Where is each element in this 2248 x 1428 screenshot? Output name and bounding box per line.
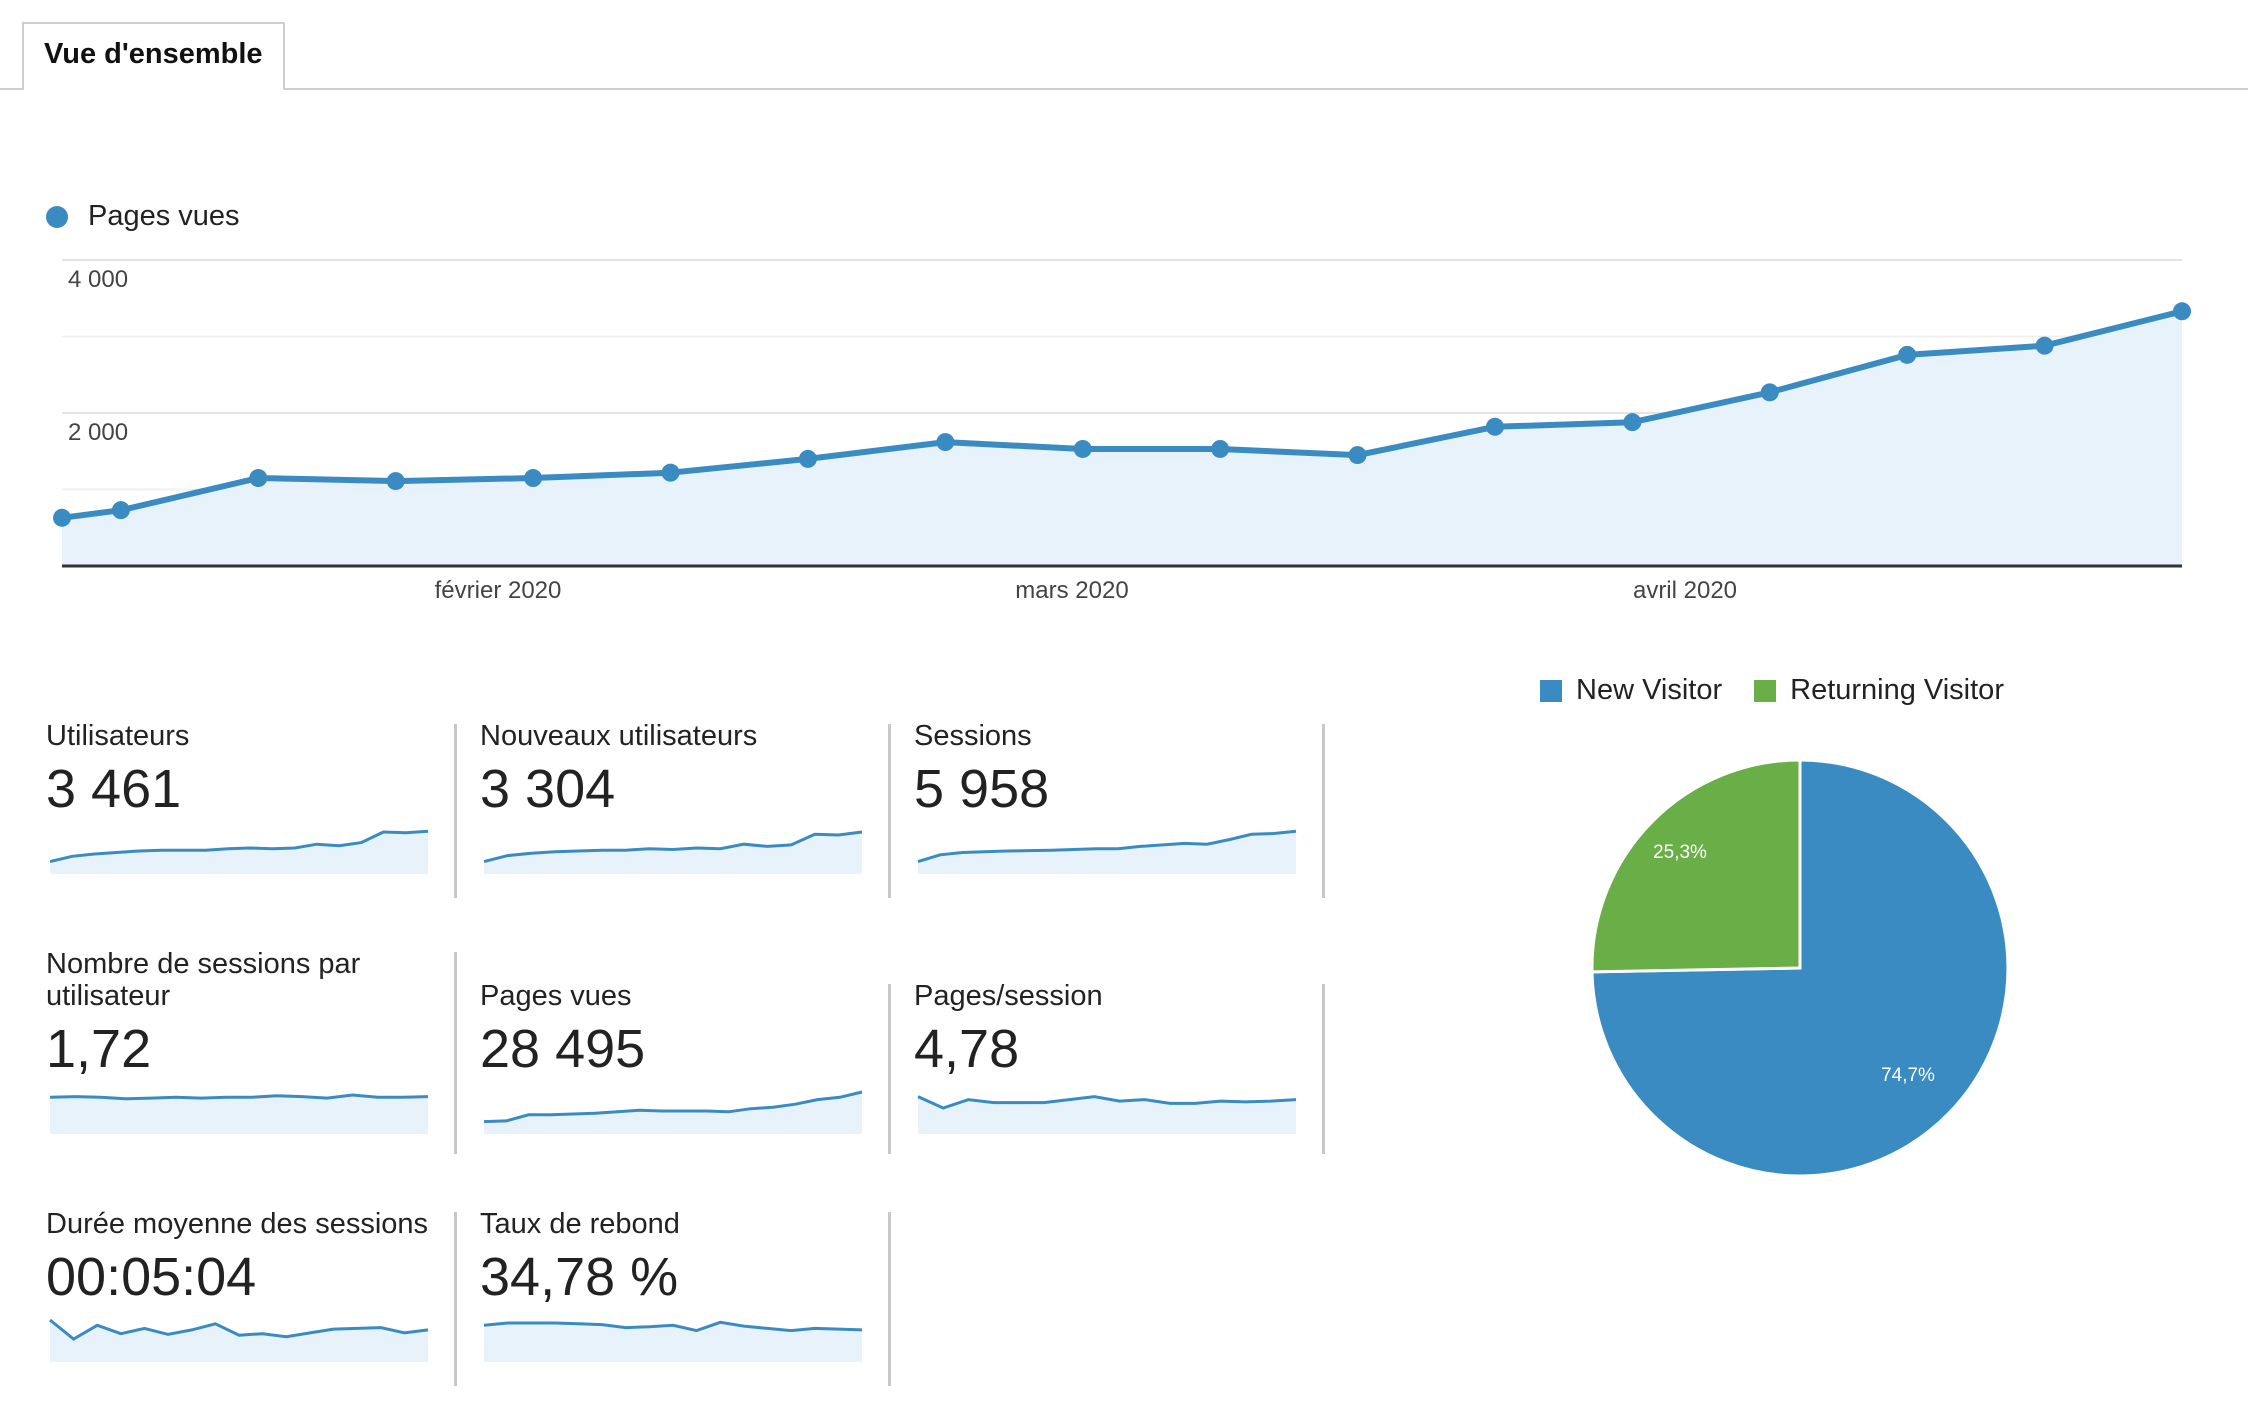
visitor-type-pie-chart: 74,7% 25,3% [1590, 758, 2010, 1178]
metric-value: 3 304 [480, 759, 616, 819]
metric-label: Pages/session [914, 980, 1103, 1012]
pageviews-area-chart: 4 000 2 000 février 2020 mars 2020 avril… [53, 259, 2191, 604]
metric-pages-session[interactable]: Pages/session 4,78 [914, 980, 1304, 1134]
metric-value: 5 958 [914, 759, 1050, 819]
metric-label: Pages vues [480, 980, 632, 1012]
pie-slice-returning-visitor[interactable] [1590, 758, 1802, 974]
sparkline-area [50, 1095, 428, 1134]
legend-item-new-visitor[interactable]: New Visitor [1540, 674, 1722, 707]
data-point-2020-01-05[interactable] [111, 501, 130, 520]
pie-slice-new-visitor[interactable] [1590, 758, 2010, 1178]
legend-item-returning-visitor[interactable]: Returning Visitor [1754, 674, 2004, 707]
data-point-2020-04-12[interactable] [2035, 336, 2054, 355]
data-point-2020-01-02[interactable] [53, 508, 71, 527]
sparkline [483, 830, 863, 874]
sparkline [483, 1320, 863, 1362]
sparkline-line [483, 830, 863, 864]
tab-overview[interactable]: Vue d'ensemble [22, 22, 285, 94]
metric-sessions-par-utilisateur[interactable]: Nombre de sessions par utilisateur 1,72 [46, 948, 436, 1134]
metric-label: Sessions [914, 720, 1032, 752]
sparkline-line [483, 1320, 863, 1333]
metric-value: 34,78 % [480, 1247, 679, 1307]
metric-duree-moyenne-sessions[interactable]: Durée moyenne des sessions 00:05:04 [46, 1208, 436, 1362]
divider [454, 1212, 457, 1386]
metric-pages-vues[interactable]: Pages vues 28 495 [480, 980, 870, 1134]
sparkline-area [50, 831, 428, 874]
data-point-2020-03-22[interactable] [1623, 413, 1642, 432]
x-tick-mars: mars 2020 [1015, 577, 1128, 604]
x-tick-avril: avril 2020 [1633, 577, 1737, 604]
divider [888, 724, 891, 898]
sparkline [49, 829, 429, 874]
metric-value: 4,78 [914, 1019, 1020, 1079]
divider [454, 952, 457, 1154]
data-point-2020-04-19[interactable] [2173, 302, 2191, 321]
legend-label: Returning Visitor [1790, 674, 2004, 706]
pie-label-new-visitor: 74,7% [1881, 1065, 1935, 1086]
divider [454, 724, 457, 898]
metric-value: 3 461 [46, 759, 182, 819]
sparkline-line [49, 829, 429, 864]
sparkline [49, 1318, 429, 1362]
data-point-2020-03-15[interactable] [1485, 417, 1504, 436]
legend-label-pages-vues: Pages vues [88, 200, 240, 232]
sparkline-line [483, 1090, 863, 1124]
metric-sessions[interactable]: Sessions 5 958 [914, 720, 1304, 874]
y-tick-4000: 4 000 [68, 266, 128, 293]
sparkline-area [50, 1320, 428, 1362]
divider [888, 1212, 891, 1386]
metric-label: Nouveaux utilisateurs [480, 720, 758, 752]
sparkline [917, 829, 1297, 874]
metric-value: 28 495 [480, 1019, 646, 1079]
metric-label: Durée moyenne des sessions [46, 1208, 429, 1240]
legend-dot-icon [46, 205, 68, 228]
sparkline-area [484, 832, 862, 874]
metric-label: Taux de rebond [480, 1208, 680, 1240]
data-point-2020-03-29[interactable] [1760, 383, 1779, 402]
data-point-2020-01-19[interactable] [386, 472, 405, 491]
sparkline-area [918, 1096, 1296, 1134]
sparkline [49, 1093, 429, 1134]
sparkline [917, 1095, 1297, 1134]
x-tick-fevrier: février 2020 [435, 577, 562, 604]
metric-nouveaux-utilisateurs[interactable]: Nouveaux utilisateurs 3 304 [480, 720, 870, 874]
data-point-2020-02-16[interactable] [936, 433, 955, 452]
divider [1322, 724, 1325, 898]
data-point-2020-04-05[interactable] [1898, 345, 1917, 364]
sparkline-line [49, 1318, 429, 1341]
metric-label: Utilisateurs [46, 720, 190, 752]
data-point-2020-01-26[interactable] [524, 469, 543, 488]
area-fill [62, 311, 2182, 566]
divider [1322, 984, 1325, 1154]
legend-label: New Visitor [1576, 674, 1723, 706]
data-point-2020-03-08[interactable] [1348, 446, 1367, 465]
tab-bar: Vue d'ensemble [0, 0, 2248, 94]
metric-label: Nombre de sessions par utilisateur [46, 948, 361, 1012]
legend-swatch-icon [1754, 679, 1777, 702]
pie-legend: New Visitor Returning Visitor [1540, 674, 2036, 707]
data-point-2020-02-09[interactable] [798, 449, 817, 468]
sparkline-area [484, 1322, 862, 1362]
divider [888, 984, 891, 1154]
sparkline [483, 1090, 863, 1134]
data-point-2020-01-12[interactable] [249, 469, 268, 488]
sparkline-area [484, 1092, 862, 1134]
pie-label-returning-visitor: 25,3% [1653, 842, 1707, 863]
sparkline-line [49, 1093, 429, 1101]
sparkline-area [918, 831, 1296, 874]
sparkline-line [917, 1095, 1297, 1110]
sparkline-line [917, 829, 1297, 864]
legend-swatch-icon [1540, 679, 1562, 702]
metric-value: 00:05:04 [46, 1247, 257, 1307]
data-point-2020-03-01[interactable] [1211, 439, 1230, 458]
metric-value: 1,72 [46, 1019, 152, 1079]
y-tick-2000: 2 000 [68, 419, 128, 446]
data-point-2020-02-02[interactable] [661, 463, 680, 482]
main-chart-legend: Pages vues [46, 200, 240, 233]
data-point-2020-02-23[interactable] [1073, 439, 1092, 458]
metric-taux-de-rebond[interactable]: Taux de rebond 34,78 % [480, 1208, 870, 1362]
metric-utilisateurs[interactable]: Utilisateurs 3 461 [46, 720, 436, 874]
